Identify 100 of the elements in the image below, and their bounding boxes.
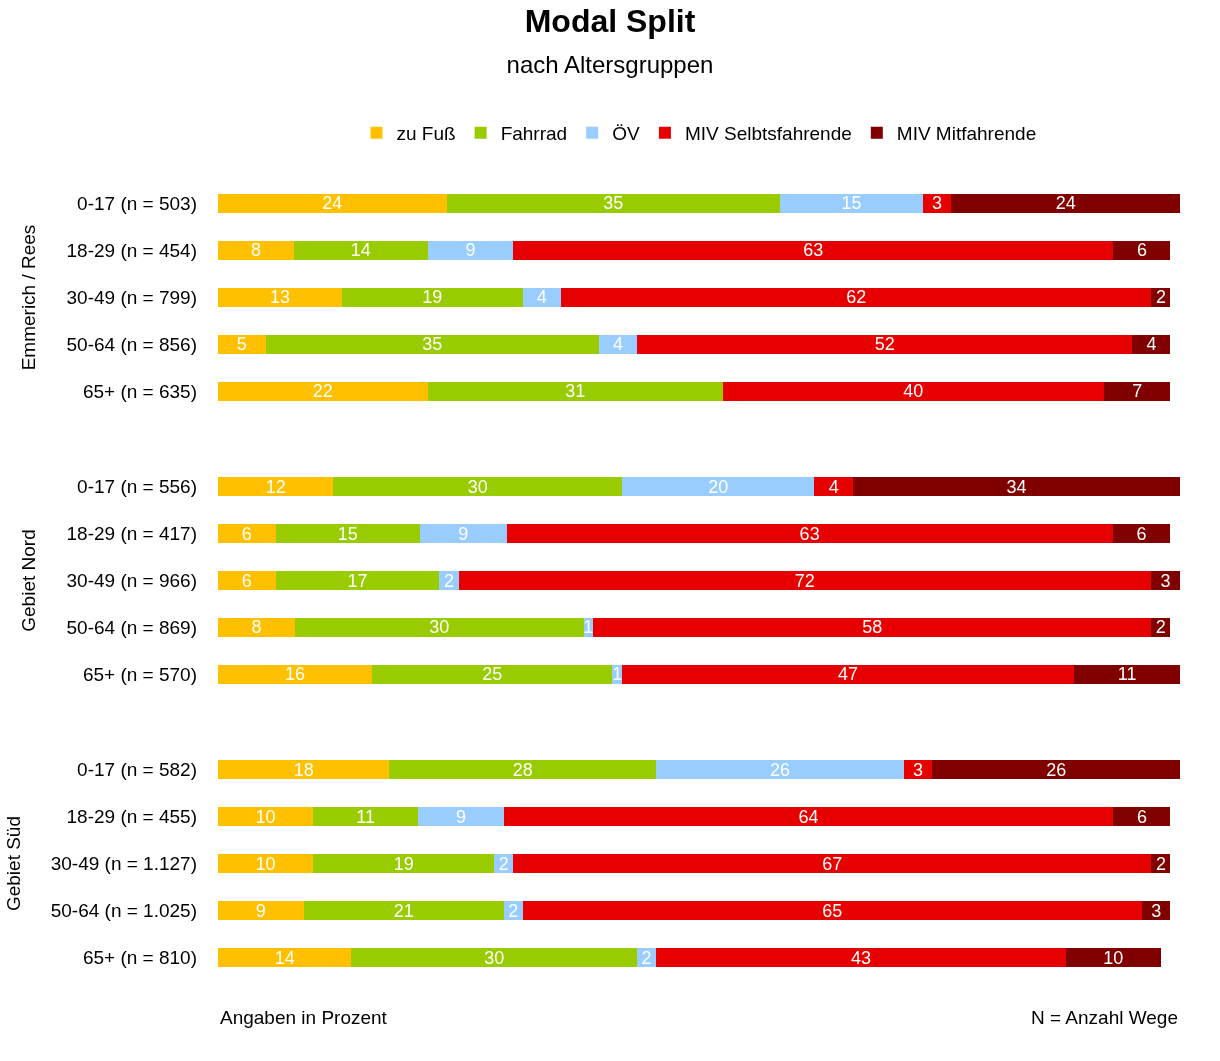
bar	[389, 759, 657, 780]
data-label: 13	[269, 287, 290, 308]
y-tick-label: 65+ (n = 570)	[82, 664, 197, 686]
y-tick-label: 30-49 (n = 799)	[66, 287, 197, 309]
data-label: 4	[613, 334, 624, 355]
bar	[218, 523, 276, 544]
data-label: 21	[393, 900, 414, 921]
bar	[656, 759, 904, 780]
legend-label: zu Fuß	[396, 123, 456, 145]
bar	[218, 947, 352, 968]
data-label: 22	[312, 381, 333, 402]
chart-title: Modal Split	[524, 2, 696, 39]
data-label: 43	[850, 947, 871, 968]
bar	[418, 806, 504, 827]
bar	[513, 853, 1152, 874]
bar	[656, 947, 1066, 968]
data-label: 40	[903, 381, 924, 402]
data-label: 15	[337, 523, 358, 544]
data-label: 2	[1155, 617, 1166, 638]
y-tick-label: 50-64 (n = 1.025)	[50, 900, 197, 922]
legend-label: MIV Selbtsfahrende	[684, 123, 852, 145]
data-label: 15	[841, 193, 862, 214]
bar	[294, 240, 428, 261]
data-label: 25	[482, 664, 503, 685]
data-label: 10	[255, 806, 276, 827]
bar	[637, 334, 1133, 355]
bar	[427, 240, 514, 261]
bar	[622, 664, 1075, 685]
data-label: 14	[350, 240, 371, 261]
bar	[341, 287, 523, 308]
data-label: 6	[241, 570, 252, 591]
data-label: 6	[1136, 523, 1147, 544]
data-label: 4	[1146, 334, 1157, 355]
bar	[303, 900, 504, 921]
data-label: 2	[641, 947, 652, 968]
data-label: 10	[1103, 947, 1124, 968]
data-label: 3	[913, 759, 924, 780]
data-label: 47	[838, 664, 859, 685]
bar	[622, 476, 815, 497]
y-tick-label: 30-49 (n = 1.127)	[50, 853, 197, 875]
data-label: 65	[822, 900, 843, 921]
bar	[351, 947, 638, 968]
y-tick-label: 50-64 (n = 869)	[66, 617, 197, 639]
bar	[420, 523, 507, 544]
y-tick-label: 0-17 (n = 582)	[77, 759, 197, 781]
legend-label: Fahrrad	[500, 123, 568, 145]
bar	[218, 476, 334, 497]
data-label: 4	[536, 287, 547, 308]
bar	[458, 570, 1152, 591]
y-tick-label: 50-64 (n = 856)	[66, 334, 197, 356]
data-label: 2	[498, 853, 509, 874]
data-label: 2	[1155, 287, 1166, 308]
bar	[275, 523, 421, 544]
data-label: 1	[612, 664, 623, 685]
bar	[503, 806, 1114, 827]
data-label: 30	[484, 947, 505, 968]
data-label: 1	[583, 617, 594, 638]
data-label: 64	[798, 806, 819, 827]
data-label: 62	[846, 287, 867, 308]
data-label: 52	[874, 334, 895, 355]
data-label: 30	[429, 617, 450, 638]
data-label: 2	[1155, 853, 1166, 874]
y-tick-label: 0-17 (n = 503)	[77, 193, 197, 215]
data-label: 17	[347, 570, 368, 591]
bar	[506, 523, 1113, 544]
data-label: 63	[799, 523, 820, 544]
bar	[218, 193, 447, 214]
data-label: 11	[1117, 664, 1137, 685]
bar	[593, 617, 1152, 638]
bar	[218, 759, 390, 780]
data-label: 20	[708, 476, 729, 497]
legend-label: ÖV	[612, 123, 640, 145]
bar	[852, 476, 1180, 497]
bar	[218, 240, 295, 261]
data-label: 3	[1160, 570, 1171, 591]
data-label: 3	[932, 193, 943, 214]
data-label: 10	[255, 853, 276, 874]
data-label: 6	[1136, 240, 1147, 261]
data-label: 5	[236, 334, 247, 355]
data-label: 12	[265, 476, 286, 497]
data-label: 9	[465, 240, 476, 261]
data-label: 7	[1132, 381, 1143, 402]
y-axis-title: Gebiet Nord	[18, 529, 40, 632]
data-label: 26	[1046, 759, 1067, 780]
data-label: 9	[455, 806, 466, 827]
bar	[513, 240, 1114, 261]
y-axis-title: Gebiet Süd	[2, 815, 24, 912]
bar	[218, 900, 304, 921]
data-label: 24	[1055, 193, 1076, 214]
y-axis-title: Emmerich / Rees	[18, 224, 40, 371]
bar	[951, 193, 1180, 214]
data-label: 3	[1151, 900, 1162, 921]
bar	[560, 287, 1152, 308]
bar	[722, 381, 1104, 402]
data-label: 26	[769, 759, 790, 780]
bar	[218, 381, 428, 402]
y-tick-label: 18-29 (n = 454)	[66, 240, 197, 262]
bar	[313, 853, 495, 874]
bar	[333, 476, 623, 497]
data-label: 6	[1136, 806, 1147, 827]
